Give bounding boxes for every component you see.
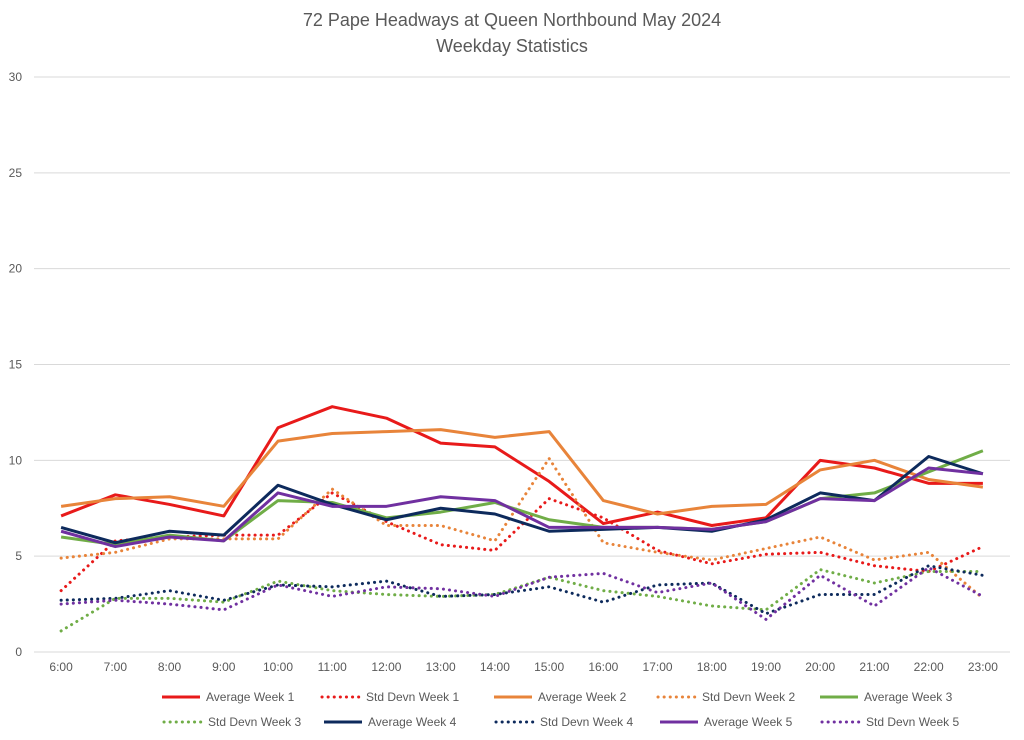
legend-label: Average Week 3 (864, 690, 953, 704)
x-tick-label: 16:00 (588, 660, 618, 674)
x-tick-label: 15:00 (534, 660, 564, 674)
x-tick-label: 12:00 (371, 660, 401, 674)
legend-label: Average Week 4 (368, 715, 457, 729)
y-tick-label: 20 (9, 262, 23, 276)
legend-label: Std Devn Week 2 (702, 690, 795, 704)
legend-label: Std Devn Week 5 (866, 715, 959, 729)
x-tick-label: 14:00 (480, 660, 510, 674)
chart-title: 72 Pape Headways at Queen Northbound May… (302, 10, 722, 30)
x-tick-label: 6:00 (49, 660, 73, 674)
legend-label: Average Week 1 (206, 690, 295, 704)
x-tick-label: 18:00 (697, 660, 727, 674)
series-line-3 (60, 428, 984, 516)
series-line-4 (59, 456, 985, 600)
legend-label: Std Devn Week 3 (208, 715, 301, 729)
series-line-9 (60, 466, 984, 549)
legend-label: Std Devn Week 1 (366, 690, 459, 704)
legend-label: Std Devn Week 4 (540, 715, 633, 729)
y-tick-label: 0 (15, 645, 22, 659)
series-line-2 (59, 491, 985, 593)
legend-label: Average Week 5 (704, 715, 793, 729)
x-tick-label: 19:00 (751, 660, 781, 674)
y-tick-label: 5 (15, 549, 22, 563)
x-tick-label: 13:00 (426, 660, 456, 674)
y-tick-label: 30 (9, 70, 23, 84)
series-line-10 (59, 566, 985, 621)
y-tick-label: 15 (9, 358, 23, 372)
x-tick-label: 7:00 (104, 660, 128, 674)
x-tick-label: 10:00 (263, 660, 293, 674)
x-tick-label: 8:00 (158, 660, 182, 674)
x-tick-label: 23:00 (968, 660, 998, 674)
y-tick-label: 10 (9, 453, 23, 467)
x-tick-label: 22:00 (914, 660, 944, 674)
series-line-1 (60, 405, 983, 527)
legend-label: Average Week 2 (538, 690, 627, 704)
x-tick-label: 9:00 (212, 660, 236, 674)
x-tick-label: 11:00 (318, 660, 347, 674)
x-tick-label: 21:00 (859, 660, 889, 674)
series-line-7 (60, 455, 984, 545)
x-tick-label: 17:00 (643, 660, 673, 674)
x-tick-label: 20:00 (805, 660, 835, 674)
chart-subtitle: Weekday Statistics (436, 36, 588, 56)
y-tick-label: 25 (9, 166, 23, 180)
series-line-6 (59, 568, 985, 633)
